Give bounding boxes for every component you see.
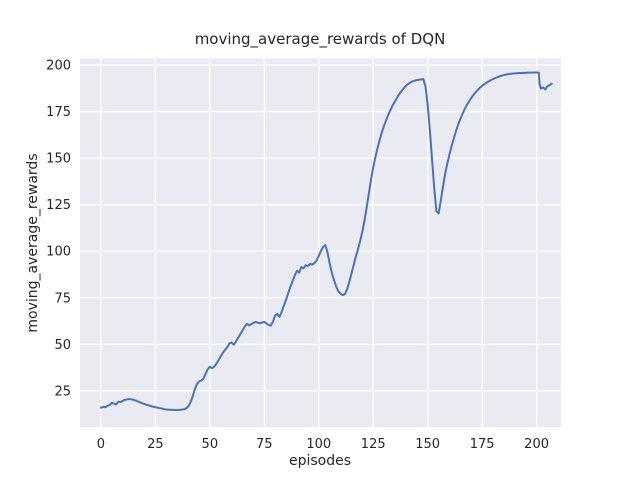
x-tick-label: 100 xyxy=(306,437,331,452)
y-tick-label: 75 xyxy=(54,291,71,306)
y-axis-label: moving_average_rewards xyxy=(25,153,41,333)
y-tick-label: 200 xyxy=(46,59,71,74)
x-axis-label: episodes xyxy=(288,453,352,469)
x-tick-label: 50 xyxy=(202,437,219,452)
x-tick-label: 25 xyxy=(147,437,164,452)
x-tick-label: 200 xyxy=(524,437,549,452)
x-tick-label: 125 xyxy=(361,437,386,452)
y-tick-label: 50 xyxy=(54,338,71,353)
y-tick-label: 175 xyxy=(46,105,71,120)
x-tick-label: 75 xyxy=(256,437,273,452)
y-tick-label: 125 xyxy=(46,198,71,213)
x-tick-label: 0 xyxy=(97,437,105,452)
chart-title: moving_average_rewards of DQN xyxy=(194,30,446,48)
y-tick-label: 100 xyxy=(46,245,71,260)
x-tick-label: 175 xyxy=(470,437,495,452)
x-tick-label: 150 xyxy=(415,437,440,452)
reward-line xyxy=(99,71,553,412)
y-tick-label: 150 xyxy=(46,152,71,167)
plot-area xyxy=(80,58,561,427)
y-tick-label: 25 xyxy=(54,384,71,399)
